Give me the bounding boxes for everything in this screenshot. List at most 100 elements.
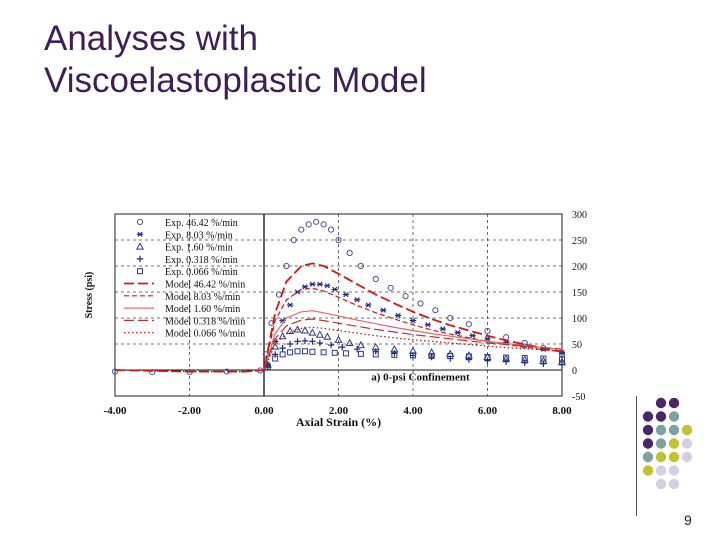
series-3-point: [294, 338, 301, 345]
series-3-point: [327, 341, 335, 349]
series-3-point: [339, 343, 346, 351]
chart-annotation: a) 0-psi Confinement: [371, 371, 470, 383]
series-3-point: [286, 340, 294, 348]
series-0-point: [484, 327, 491, 335]
series-0-point: [149, 368, 156, 376]
series-2-point: [323, 332, 332, 340]
legend-label: Exp. 0.066 %/min: [165, 267, 238, 278]
decorative-dot: [655, 465, 667, 476]
series-4-point: [428, 352, 435, 359]
series-0-point: [320, 221, 327, 228]
series-4-point: [287, 349, 294, 356]
series-0-point: [357, 262, 364, 270]
series-3-point: [309, 338, 316, 345]
decorative-dot: [668, 397, 680, 409]
series-0-point: [402, 293, 409, 300]
y-tick-label: 250: [572, 236, 587, 247]
series-0-point: [346, 249, 353, 257]
y-tick-label: 150: [572, 288, 587, 299]
decorative-dot: [668, 438, 680, 449]
x-tick-label: -4.00: [104, 405, 127, 417]
series-4-point: [309, 348, 316, 355]
legend-swatch: [136, 231, 144, 237]
series-1-point: [301, 284, 309, 290]
decorative-dot: [642, 451, 654, 463]
x-tick-label: 6.00: [478, 405, 498, 417]
series-4-point: [484, 354, 491, 360]
decorative-dot: [668, 411, 680, 422]
series-2-point: [308, 328, 317, 336]
decorative-dot: [681, 438, 693, 449]
series-0-point: [283, 262, 290, 270]
series-4-point: [279, 351, 286, 358]
y-tick-label: 50: [572, 340, 582, 351]
legend-label: Exp. 0.318 %/min: [165, 255, 238, 266]
x-tick-label: 8.00: [552, 405, 572, 417]
series-1-point: [286, 302, 294, 308]
series-0-point: [387, 284, 394, 291]
series-3-point: [279, 344, 286, 352]
series-4-point: [410, 352, 416, 359]
series-0-point: [372, 275, 379, 283]
legend-label: Model 0.066 %/min: [165, 329, 245, 340]
series-4-point: [465, 353, 472, 360]
series-4-point: [559, 356, 565, 363]
series-3-point: [301, 337, 309, 345]
series-1-point: [316, 281, 324, 287]
legend-label: Model 8.03 %/min: [165, 292, 240, 303]
series-2-point: [334, 335, 343, 343]
decorative-dot: [642, 424, 654, 436]
series-3-point: [372, 348, 379, 355]
series-3-point: [484, 357, 491, 364]
decorative-dot: [668, 465, 680, 476]
series-2-point: [345, 338, 354, 347]
y-tick-label: 200: [572, 262, 587, 273]
series-4-point: [521, 355, 528, 362]
title-line-1: Analyses with: [44, 19, 258, 58]
series-4-point: [391, 351, 398, 358]
x-tick-label: 4.00: [403, 405, 423, 417]
series-2-point: [356, 340, 365, 349]
series-1-point: [409, 317, 417, 324]
legend-swatch: [137, 268, 143, 275]
series-4-point: [540, 355, 547, 362]
decorative-dot: [681, 451, 693, 463]
legend-swatch: [135, 242, 145, 250]
x-tick-label: 0.00: [254, 405, 274, 417]
series-4-point: [342, 350, 349, 357]
series-1-point: [454, 329, 461, 336]
x-axis-label: Axial Strain (%): [296, 415, 381, 429]
series-4-point: [331, 349, 338, 356]
plot-frame: [114, 213, 563, 397]
series-4-point: [294, 348, 301, 355]
decorative-dot: [655, 397, 667, 409]
series-0-point: [298, 226, 305, 233]
decorative-dot: [668, 451, 680, 463]
series-4-point: [320, 349, 327, 356]
series-0-point: [111, 368, 119, 375]
series-0-point: [305, 221, 312, 228]
series-1-point: [484, 336, 491, 342]
legend-swatch: [136, 218, 144, 226]
series-1-point: [380, 307, 387, 313]
series-0-point: [335, 236, 342, 244]
series-3-point: [540, 360, 547, 367]
series-0-point: [447, 314, 454, 322]
series-4-point: [272, 355, 279, 362]
legend-swatch: [136, 255, 144, 263]
y-tick-label: 100: [572, 314, 587, 325]
series-1-point: [309, 281, 316, 287]
series-3-point: [465, 356, 473, 363]
decorative-dot: [642, 438, 654, 449]
series-1-point: [342, 291, 350, 298]
series-1-point: [353, 297, 361, 303]
series-4-point: [503, 354, 510, 361]
series-1-point: [439, 326, 446, 332]
x-tick-label: 2.00: [329, 405, 349, 417]
series-1-point: [469, 333, 476, 339]
series-3-point: [316, 339, 324, 347]
y-tick-label: 300: [572, 210, 587, 221]
series-4-point: [447, 352, 454, 359]
